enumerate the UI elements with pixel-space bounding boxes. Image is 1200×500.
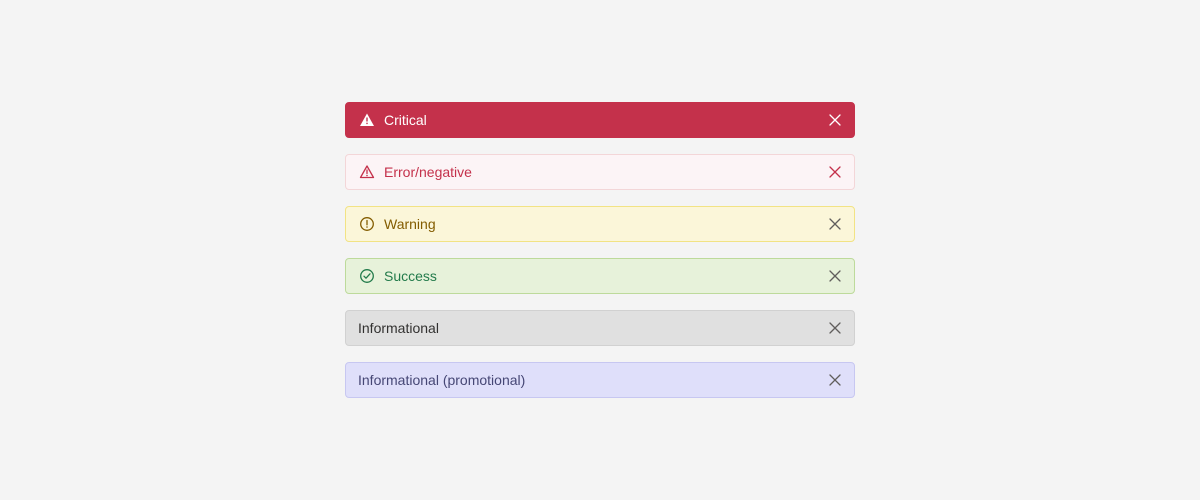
close-icon[interactable] [826, 267, 844, 285]
banner-critical: Critical [345, 102, 855, 138]
banner-label: Warning [384, 216, 826, 232]
banner-label: Informational (promotional) [358, 372, 826, 388]
checkmark-circle-icon [358, 267, 376, 285]
banner-promotional: Informational (promotional) [345, 362, 855, 398]
banner-label: Error/negative [384, 164, 826, 180]
banner-label: Critical [384, 112, 826, 128]
banner-error: Error/negative [345, 154, 855, 190]
banner-success: Success [345, 258, 855, 294]
warning-triangle-outline-icon [358, 163, 376, 181]
banner-label: Informational [358, 320, 826, 336]
close-icon[interactable] [826, 111, 844, 129]
banner-label: Success [384, 268, 826, 284]
banner-warning: Warning [345, 206, 855, 242]
close-icon[interactable] [826, 371, 844, 389]
exclamation-circle-icon [358, 215, 376, 233]
close-icon[interactable] [826, 163, 844, 181]
warning-triangle-solid-icon [358, 111, 376, 129]
close-icon[interactable] [826, 319, 844, 337]
banner-stack: Critical Error/negative [345, 102, 855, 398]
close-icon[interactable] [826, 215, 844, 233]
banner-informational: Informational [345, 310, 855, 346]
